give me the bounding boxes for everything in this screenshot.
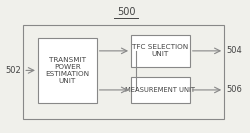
Text: 500: 500 [117,7,135,17]
Text: 506: 506 [226,85,242,94]
Text: 502: 502 [5,66,21,75]
Bar [38,38,97,103]
Text: MEASUREMENT UNIT: MEASUREMENT UNIT [126,87,196,93]
Bar [131,77,190,103]
Text: TFC SELECTION
UNIT: TFC SELECTION UNIT [132,44,188,57]
Bar [131,35,190,66]
Text: 504: 504 [226,46,242,55]
Bar [23,25,224,119]
Text: TRANSMIT
POWER
ESTIMATION
UNIT: TRANSMIT POWER ESTIMATION UNIT [45,57,89,84]
